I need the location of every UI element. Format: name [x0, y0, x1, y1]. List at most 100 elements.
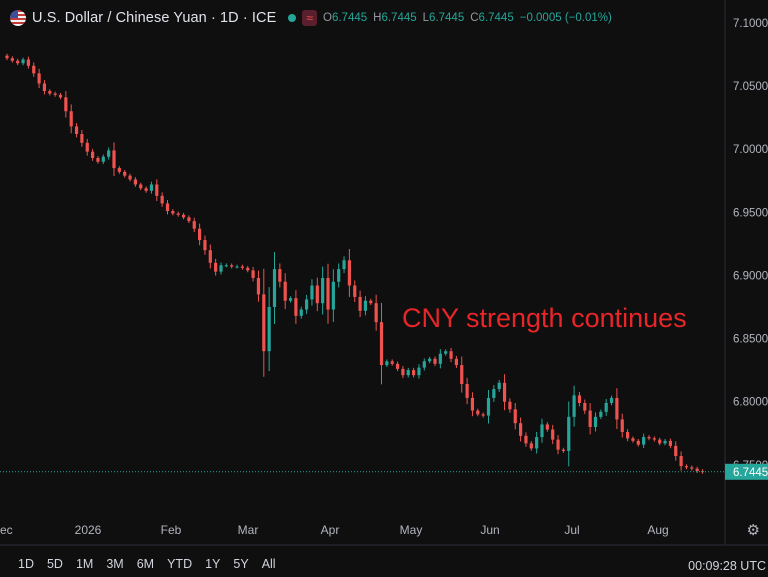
- candle-body: [246, 267, 250, 271]
- market-status-dot: [288, 14, 297, 22]
- candle-body: [272, 269, 277, 307]
- y-axis: 7.1000 7.0500 7.0000 6.9500 6.9000 6.8500 6.80…: [733, 18, 768, 472]
- candle-body: [609, 397, 614, 403]
- timeframe-all[interactable]: All: [261, 557, 276, 571]
- x-tick-label: ec: [0, 523, 13, 537]
- ohlc-high: H6.7445: [373, 12, 417, 24]
- candle-body: [321, 277, 325, 304]
- candle-body: [294, 298, 298, 316]
- y-tick-label: 6.8000: [733, 397, 768, 409]
- candle-body: [74, 126, 79, 134]
- candle-body: [599, 411, 603, 417]
- candle-body: [663, 440, 667, 444]
- candle-body: [620, 419, 624, 433]
- candle-body: [583, 402, 587, 411]
- candle-body: [160, 195, 164, 204]
- symbol-title[interactable]: U.S. Dollar / Chinese Yuan · 1D · ICE: [32, 10, 277, 26]
- chart-header: U.S. Dollar / Chinese Yuan · 1D · ICE ≈ …: [10, 8, 612, 28]
- ohlc-low: L6.7445: [422, 12, 465, 24]
- candle-body: [588, 410, 592, 427]
- candle-body: [556, 439, 560, 450]
- timeframe-ytd[interactable]: YTD: [167, 557, 193, 571]
- x-tick-label: Feb: [161, 523, 182, 537]
- candle-body: [133, 179, 137, 185]
- candle-body: [486, 397, 491, 416]
- candle-body: [428, 358, 432, 362]
- candle-body: [513, 409, 517, 424]
- candle-body: [224, 265, 228, 267]
- candle-body: [561, 449, 565, 451]
- candle-body: [502, 382, 507, 402]
- x-tick-label: Aug: [647, 523, 668, 537]
- candle-body: [342, 260, 346, 270]
- timeframe-5y[interactable]: 5Y: [233, 557, 249, 571]
- candle-body: [16, 60, 20, 64]
- candle-body: [305, 299, 309, 310]
- candle-body: [674, 445, 678, 457]
- timeframe-1d[interactable]: 1D: [18, 557, 34, 571]
- candle-body: [470, 397, 475, 411]
- y-tick-label: 7.0500: [733, 81, 768, 93]
- y-tick-label: 7.1000: [733, 18, 768, 30]
- candle-body: [593, 416, 598, 427]
- candle-body: [604, 402, 608, 412]
- candle-body: [256, 277, 261, 295]
- candle-body: [379, 322, 384, 366]
- candle-body: [529, 443, 533, 449]
- timeframe-5d[interactable]: 5D: [46, 557, 63, 571]
- candle-body: [64, 97, 68, 112]
- candle-body: [91, 151, 95, 158]
- ohlc-values: O6.7445 H6.7445 L6.7445 C6.7445 −0.0005 …: [323, 12, 612, 24]
- candle-body: [535, 437, 539, 449]
- candle-body: [390, 361, 394, 364]
- timeframe-1m[interactable]: 1M: [75, 557, 94, 571]
- candle-body: [139, 184, 143, 189]
- candle-body: [652, 438, 656, 440]
- candle-body: [658, 439, 662, 444]
- utc-clock[interactable]: 00:09:28 UTC: [688, 559, 766, 573]
- candle-body: [395, 363, 400, 369]
- candle-body: [101, 156, 105, 162]
- candle-body: [165, 203, 170, 212]
- candle-body: [32, 65, 36, 74]
- candle-body: [412, 370, 416, 376]
- candle-body: [449, 351, 453, 359]
- indicator-icon[interactable]: ≈: [302, 10, 317, 26]
- candle-body: [240, 266, 244, 268]
- candle-body: [315, 285, 319, 304]
- y-tick-label: 6.9000: [733, 270, 768, 282]
- candle-body: [171, 211, 175, 214]
- candle-body: [198, 228, 202, 241]
- candle-body: [144, 188, 148, 191]
- candle-body: [679, 456, 683, 467]
- candle-body: [80, 133, 84, 143]
- candle-body: [551, 429, 555, 440]
- candle-body: [267, 306, 271, 352]
- candle-body: [647, 437, 651, 439]
- candle-body: [48, 91, 52, 94]
- candle-body: [668, 440, 672, 446]
- candle-body: [235, 266, 239, 268]
- x-tick-label: May: [400, 523, 423, 537]
- candle-body: [577, 395, 582, 403]
- timeframe-3m[interactable]: 3M: [106, 557, 124, 571]
- y-tick-label: 6.8500: [733, 334, 768, 346]
- candle-body: [326, 277, 330, 310]
- candle-body: [476, 410, 480, 415]
- candle-body: [251, 270, 255, 278]
- candle-body: [444, 351, 448, 354]
- candle-body: [155, 184, 159, 196]
- candle-body: [192, 221, 196, 229]
- candle-body: [695, 468, 699, 472]
- candle-body: [417, 367, 421, 376]
- candle-body: [112, 150, 116, 169]
- candle-body: [85, 142, 89, 152]
- x-tick-label: Apr: [321, 523, 340, 537]
- candle-body: [26, 59, 30, 66]
- candle-body: [310, 285, 314, 300]
- timeframe-1y[interactable]: 1Y: [205, 557, 221, 571]
- candle-body: [42, 83, 47, 92]
- timeframe-6m[interactable]: 6M: [136, 557, 155, 571]
- gear-icon[interactable]: ⚙: [746, 522, 760, 539]
